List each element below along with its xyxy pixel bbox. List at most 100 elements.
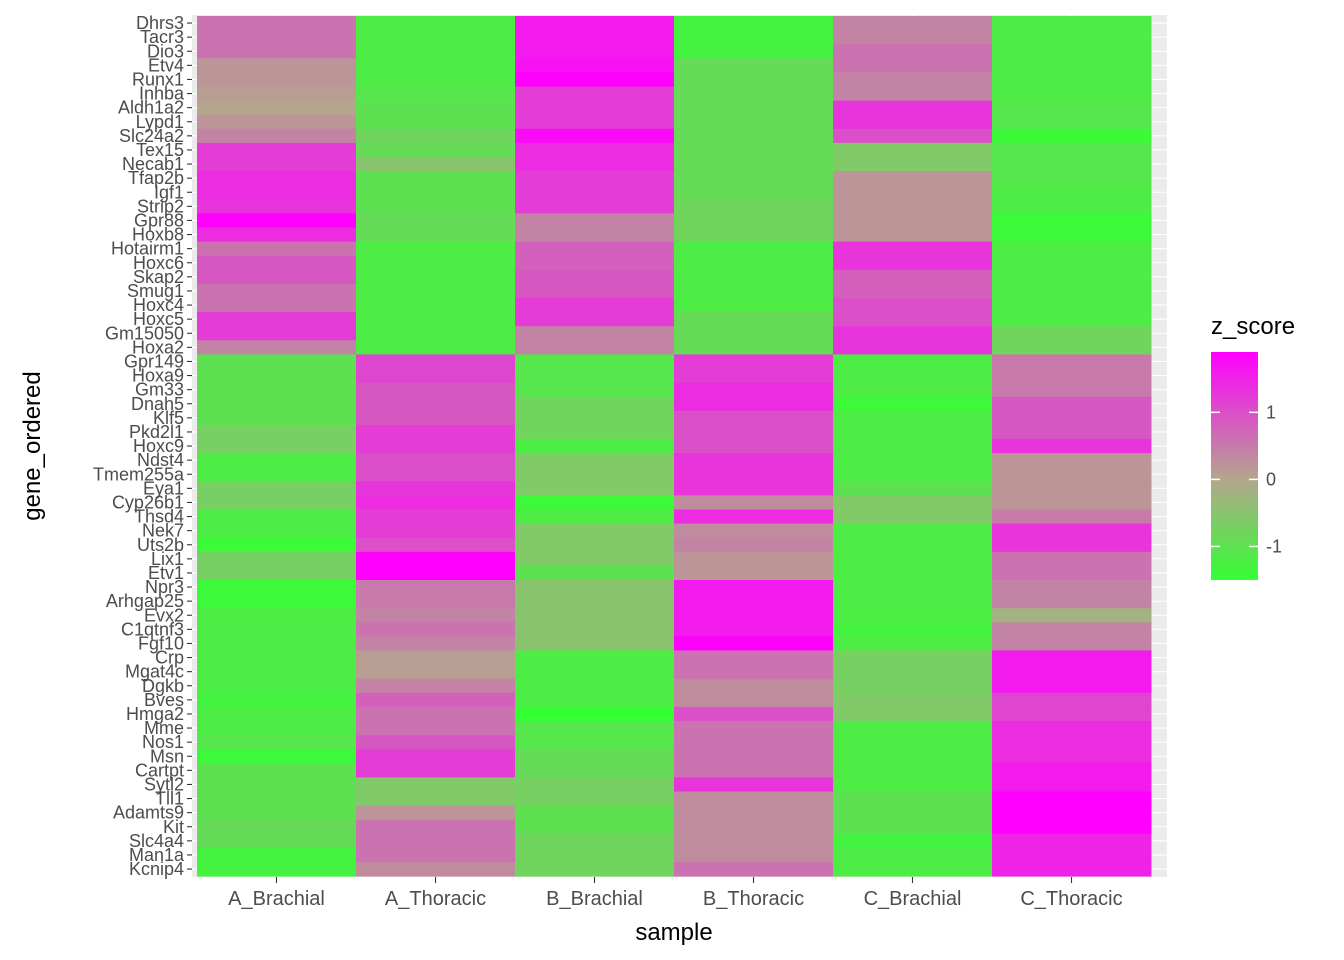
heatmap-cell (674, 283, 834, 299)
heatmap-cell (356, 255, 516, 271)
heatmap-cell (992, 114, 1152, 130)
heatmap-cell (992, 171, 1152, 186)
heatmap-cell (833, 312, 993, 327)
heatmap-cell (674, 453, 834, 468)
heatmap-cell (992, 255, 1152, 271)
y-tick-label: Hoxc4 (133, 295, 184, 315)
y-tick-label: Ndst4 (137, 450, 184, 470)
y-tick-label: Tex15 (136, 140, 184, 160)
heatmap-cell (992, 678, 1152, 694)
heatmap-cell (992, 706, 1152, 722)
heatmap-cell (197, 185, 357, 200)
heatmap-cell (515, 650, 675, 666)
heatmap-cell (992, 128, 1152, 144)
heatmap-cell (515, 368, 675, 384)
heatmap-cell (833, 805, 993, 821)
heatmap-cell (833, 495, 993, 510)
heatmap-cell (674, 241, 834, 257)
heatmap-cell (197, 453, 357, 468)
heatmap-cell (674, 706, 834, 722)
heatmap-cell (197, 410, 357, 426)
x-tick-label: A_Thoracic (385, 888, 486, 910)
y-tick-label: Runx1 (132, 69, 184, 89)
heatmap-cell (197, 354, 357, 369)
heatmap-cell (515, 608, 675, 623)
heatmap-cell (356, 298, 516, 313)
heatmap-cell (197, 833, 357, 849)
heatmap-cell (833, 678, 993, 694)
y-tick-label: Nos1 (142, 732, 184, 752)
heatmap-cell (515, 580, 675, 595)
heatmap-cell (833, 72, 993, 87)
heatmap-cell (992, 340, 1152, 355)
heatmap-cell (992, 368, 1152, 384)
legend: z_score 1 0 -1 (1211, 313, 1295, 580)
heatmap-cell (833, 481, 993, 496)
heatmap-cell (992, 481, 1152, 496)
heatmap-cell (833, 749, 993, 764)
heatmap-cell (992, 199, 1152, 214)
heatmap-cell (197, 692, 357, 708)
heatmap-cell (992, 819, 1152, 835)
heatmap-cell (674, 185, 834, 200)
heatmap-cell (356, 749, 516, 764)
heatmap-cell (674, 608, 834, 623)
x-tick-label: B_Thoracic (703, 888, 804, 910)
heatmap-cell (992, 805, 1152, 821)
heatmap-cell (674, 777, 834, 792)
heatmap-cell (197, 608, 357, 623)
heatmap-cell (197, 721, 357, 736)
heatmap-cell (833, 777, 993, 792)
heatmap-cell (197, 199, 357, 214)
heatmap-cell (356, 678, 516, 694)
heatmap-cell (356, 354, 516, 369)
heatmap-cell (992, 692, 1152, 708)
heatmap-cell (197, 622, 357, 637)
heatmap-cell (992, 509, 1152, 525)
heatmap-cell (833, 509, 993, 525)
heatmap-cell (197, 481, 357, 496)
heatmap-cell (833, 283, 993, 299)
y-tick-label: Uts2b (137, 535, 184, 555)
heatmap-cell (356, 410, 516, 426)
heatmap-cell (356, 30, 516, 45)
heatmap-cell (515, 509, 675, 525)
heatmap-cell (674, 269, 834, 285)
y-tick-label: Dgkb (142, 676, 184, 696)
heatmap-cell (515, 213, 675, 228)
heatmap-cell (197, 298, 357, 313)
y-tick-label: Lix1 (151, 549, 184, 569)
heatmap-cell (992, 72, 1152, 87)
heatmap-cell (356, 791, 516, 807)
y-tick-label: Crp (155, 648, 184, 668)
heatmap-cell (992, 650, 1152, 666)
heatmap-cell (674, 368, 834, 384)
heatmap-cell (992, 664, 1152, 680)
heatmap-cell (197, 791, 357, 807)
heatmap-cell (992, 467, 1152, 482)
heatmap-cell (515, 481, 675, 496)
heatmap-cell (356, 424, 516, 440)
x-tick-label: C_Thoracic (1020, 888, 1122, 910)
heatmap-cell (515, 114, 675, 130)
heatmap-cell (674, 678, 834, 694)
heatmap-cell (515, 424, 675, 440)
heatmap-cell (992, 565, 1152, 581)
y-tick-label: Gm33 (135, 380, 184, 400)
heatmap-cell (356, 636, 516, 651)
heatmap-cell (992, 283, 1152, 299)
heatmap-cell (356, 86, 516, 102)
heatmap-cell (992, 326, 1152, 341)
heatmap-cell (674, 819, 834, 835)
heatmap-cell (674, 594, 834, 609)
heatmap-cell (674, 114, 834, 130)
heatmap-cell (674, 72, 834, 87)
heatmap-cell (833, 368, 993, 384)
heatmap-cell (674, 382, 834, 398)
y-tick-label: Mgat4c (125, 662, 184, 682)
heatmap-cell (515, 340, 675, 355)
heatmap-cell (356, 664, 516, 680)
heatmap-cell (833, 269, 993, 285)
heatmap-cell (992, 608, 1152, 623)
heatmap-cell (833, 44, 993, 59)
